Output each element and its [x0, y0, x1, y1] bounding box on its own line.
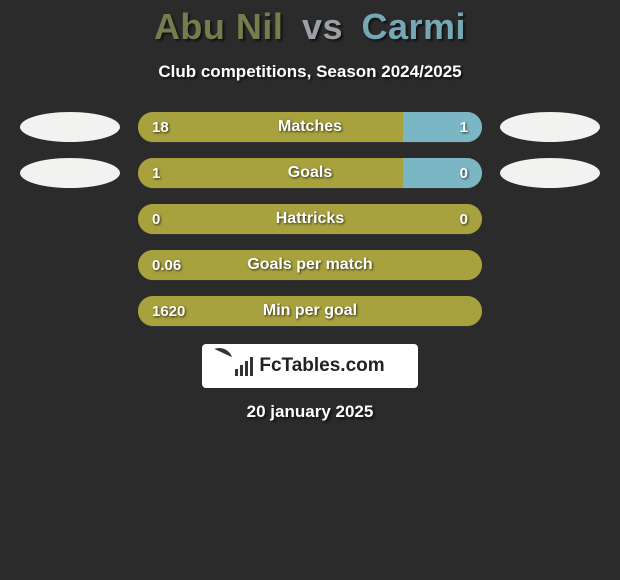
- stat-row: 10Goals: [0, 158, 620, 188]
- stat-bar: 0.06Goals per match: [138, 250, 482, 280]
- left-team-oval: [20, 112, 120, 142]
- spacer: [20, 250, 120, 280]
- right-team-oval: [500, 112, 600, 142]
- bar-segment-left: [138, 204, 482, 234]
- stat-bar: 181Matches: [138, 112, 482, 142]
- stat-rows: 181Matches 10Goals 00Hattricks 0.06Goals pe…: [0, 112, 620, 326]
- chart-icon: [235, 356, 253, 376]
- date: 20 january 2025: [0, 402, 620, 422]
- comparison-card: Abu Nil vs Carmi Club competitions, Seas…: [0, 0, 620, 422]
- bar-segment-left: [138, 296, 482, 326]
- stat-row: 00Hattricks: [0, 204, 620, 234]
- stat-bar: 1620Min per goal: [138, 296, 482, 326]
- spacer: [500, 250, 600, 280]
- bar-segment-left: [138, 158, 403, 188]
- title: Abu Nil vs Carmi: [0, 6, 620, 48]
- spacer: [500, 296, 600, 326]
- bar-segment-left: [138, 250, 482, 280]
- stat-bar: 10Goals: [138, 158, 482, 188]
- stat-row: 0.06Goals per match: [0, 250, 620, 280]
- stat-row: 1620Min per goal: [0, 296, 620, 326]
- bar-segment-left: [138, 112, 403, 142]
- bar-segment-right: [403, 112, 482, 142]
- right-team-oval: [500, 158, 600, 188]
- spacer: [20, 204, 120, 234]
- player2-name: Carmi: [362, 6, 467, 47]
- vs-separator: vs: [302, 6, 343, 47]
- brand-text: FcTables.com: [259, 355, 384, 377]
- spacer: [500, 204, 600, 234]
- left-team-oval: [20, 158, 120, 188]
- subtitle: Club competitions, Season 2024/2025: [0, 62, 620, 82]
- brand-logo: FcTables.com: [202, 344, 418, 388]
- player1-name: Abu Nil: [154, 6, 283, 47]
- spacer: [20, 296, 120, 326]
- stat-bar: 00Hattricks: [138, 204, 482, 234]
- stat-row: 181Matches: [0, 112, 620, 142]
- bar-segment-right: [403, 158, 482, 188]
